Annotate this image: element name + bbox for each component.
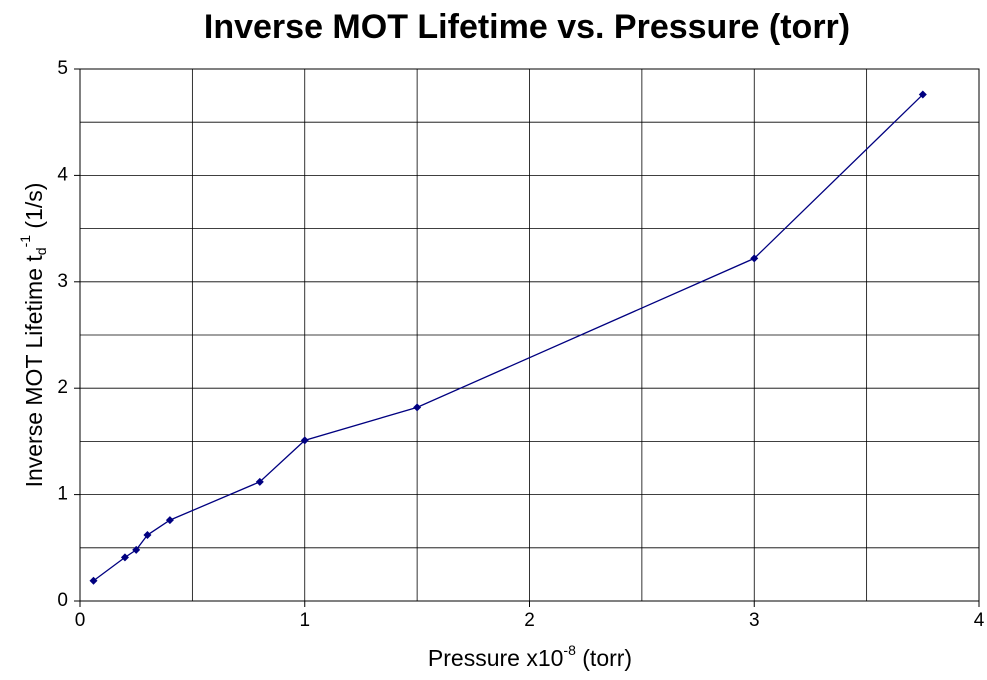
data-point (255, 477, 264, 486)
data-point (89, 576, 98, 585)
data-point (165, 516, 174, 525)
data-point (750, 254, 759, 263)
data-point (132, 545, 141, 554)
chart-title: Inverse MOT Lifetime vs. Pressure (torr) (204, 8, 850, 46)
y-tick-label: 2 (57, 377, 68, 398)
y-axis-label: Inverse MOT Lifetime td-1 (1/s) (17, 183, 49, 488)
data-point (413, 403, 422, 412)
y-tick-label: 4 (57, 164, 68, 185)
data-line (93, 94, 924, 582)
data-point (918, 90, 927, 99)
x-tick-label: 0 (75, 610, 86, 631)
data-point (143, 531, 152, 540)
x-tick-label: 2 (524, 610, 535, 631)
y-tick-label: 5 (57, 58, 68, 79)
x-tick-label: 4 (974, 610, 985, 631)
data-point (300, 436, 309, 445)
y-tick-label: 3 (57, 271, 68, 292)
x-tick-label: 3 (749, 610, 760, 631)
y-tick-label: 1 (57, 484, 68, 505)
y-tick-label: 0 (57, 590, 68, 611)
data-point (120, 553, 129, 562)
x-axis-label: Pressure x10-8 (torr) (428, 642, 632, 671)
x-tick-label: 1 (299, 610, 310, 631)
